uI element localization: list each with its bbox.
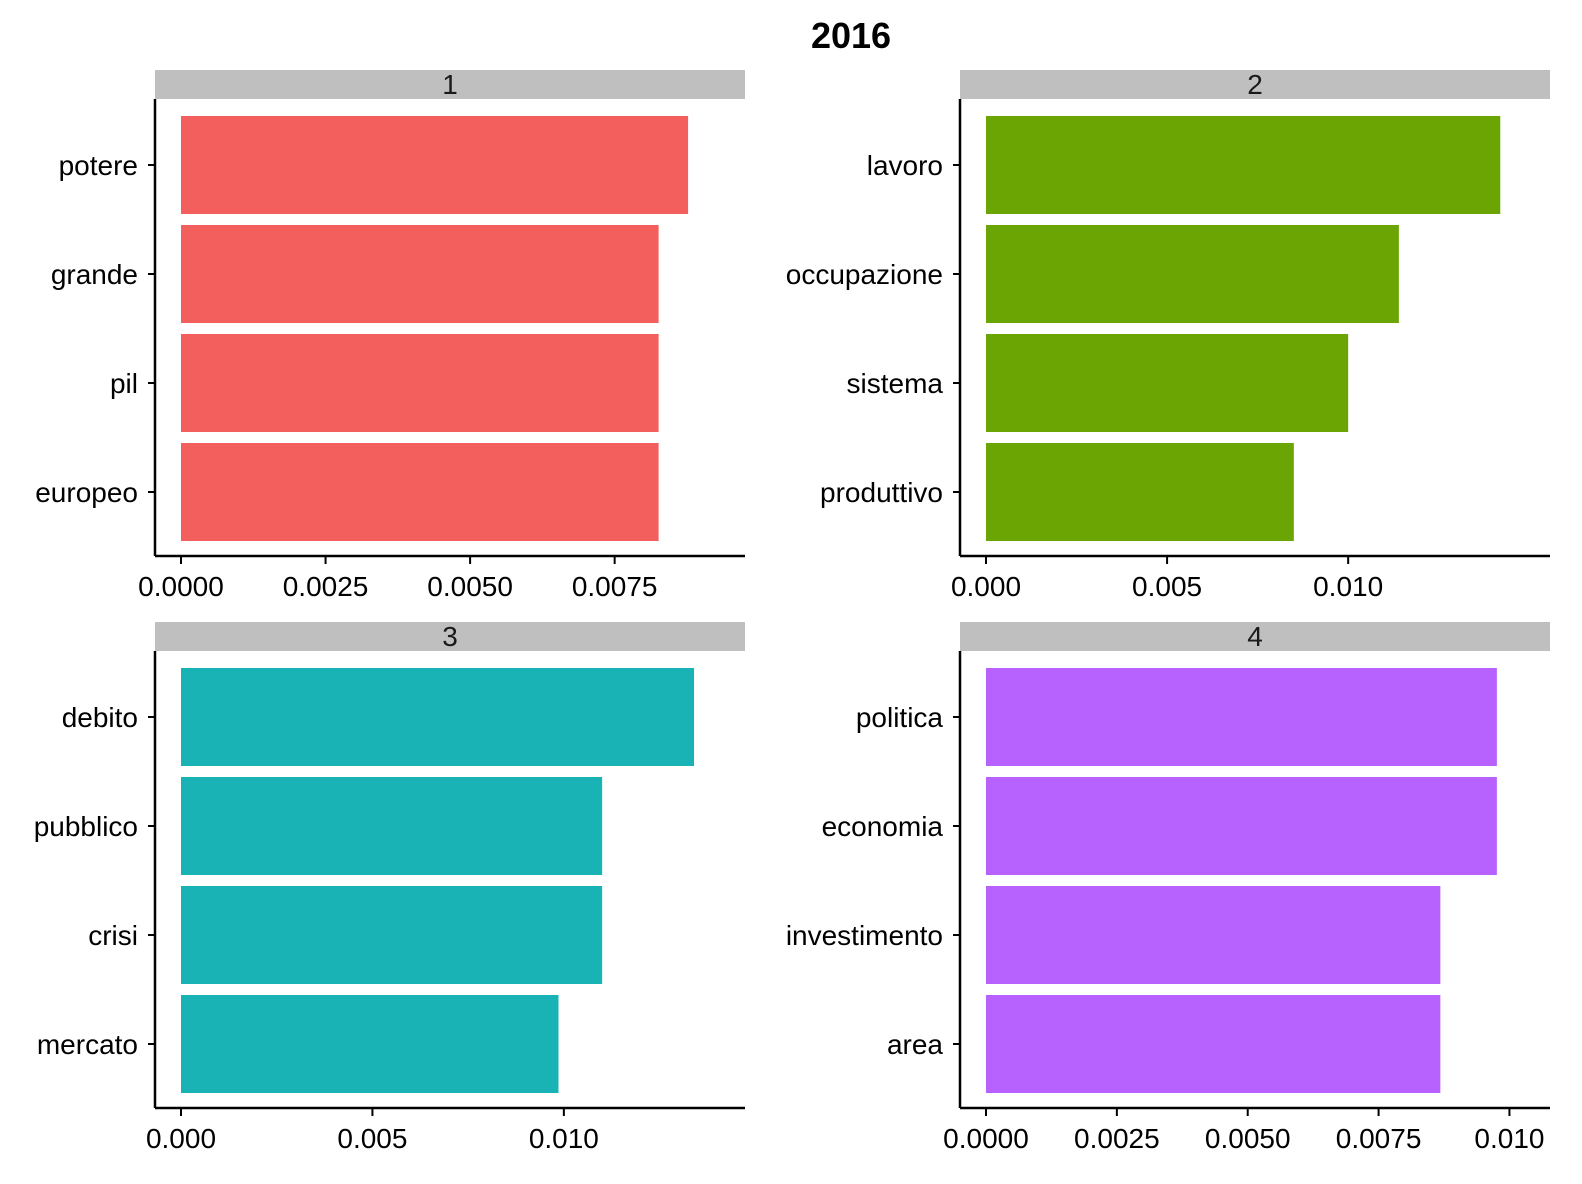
chart-title: 2016 (811, 15, 891, 56)
panel-1: 1 potere grande pil europeo 0.0000 0.0025 0.005… (35, 69, 745, 602)
x-tick-label: 0.010 (1313, 571, 1383, 602)
bar-investimento (986, 886, 1441, 984)
y-tick-label: politica (856, 702, 944, 733)
x-tick-label: 0.010 (529, 1123, 599, 1154)
y-tick-label: pil (110, 368, 138, 399)
x-tick-label: 0.0050 (427, 571, 513, 602)
bar-crisi (181, 886, 603, 984)
bar-europeo (181, 443, 659, 541)
bar-economia (986, 777, 1497, 875)
facet-strip (960, 70, 1550, 99)
y-tick-label: area (887, 1029, 943, 1060)
bar-grande (181, 225, 659, 323)
bar-occupazione (986, 225, 1399, 323)
facet-strip-label: 3 (442, 621, 458, 652)
x-tick-label: 0.005 (337, 1123, 407, 1154)
y-tick-label: europeo (35, 477, 138, 508)
bar-politica (986, 668, 1497, 766)
y-tick-label: pubblico (34, 811, 138, 842)
x-tick-label: 0.0000 (943, 1123, 1029, 1154)
x-tick-label: 0.0050 (1205, 1123, 1291, 1154)
x-tick-label: 0.0025 (1074, 1123, 1160, 1154)
facet-strip (155, 622, 745, 651)
panel-2: 2 lavoro occupazione sistema produttivo 0.000… (786, 69, 1550, 602)
bar-potere (181, 116, 689, 214)
bar-produttivo (986, 443, 1294, 541)
facet-strip (155, 70, 745, 99)
facet-strip-label: 1 (442, 69, 458, 100)
panel-4: 4 politica economia investimento area 0.0000 0… (786, 621, 1550, 1154)
y-tick-label: produttivo (820, 477, 943, 508)
x-tick-label: 0.010 (1474, 1123, 1544, 1154)
bar-area (986, 995, 1441, 1093)
bar-pubblico (181, 777, 603, 875)
y-tick-label: potere (59, 150, 138, 181)
y-tick-label: grande (51, 259, 138, 290)
x-tick-label: 0.0000 (138, 571, 224, 602)
bar-debito (181, 668, 695, 766)
x-tick-label: 0.0025 (283, 571, 369, 602)
y-tick-label: lavoro (867, 150, 943, 181)
y-tick-label: occupazione (786, 259, 943, 290)
x-tick-label: 0.0075 (1336, 1123, 1422, 1154)
y-tick-label: economia (822, 811, 944, 842)
y-tick-label: debito (62, 702, 138, 733)
x-tick-label: 0.005 (1132, 571, 1202, 602)
facet-strip-label: 4 (1247, 621, 1263, 652)
bar-lavoro (986, 116, 1501, 214)
facet-strip-label: 2 (1247, 69, 1263, 100)
facet-strip (960, 622, 1550, 651)
x-tick-label: 0.000 (951, 571, 1021, 602)
bar-sistema (986, 334, 1349, 432)
y-tick-label: sistema (847, 368, 944, 399)
y-tick-label: investimento (786, 920, 943, 951)
bar-mercato (181, 995, 559, 1093)
y-tick-label: crisi (88, 920, 138, 951)
panel-3: 3 debito pubblico crisi mercato 0.000 0.005 0.0… (34, 621, 745, 1154)
x-tick-label: 0.000 (146, 1123, 216, 1154)
bar-pil (181, 334, 659, 432)
x-tick-label: 0.0075 (572, 571, 658, 602)
y-tick-label: mercato (37, 1029, 138, 1060)
